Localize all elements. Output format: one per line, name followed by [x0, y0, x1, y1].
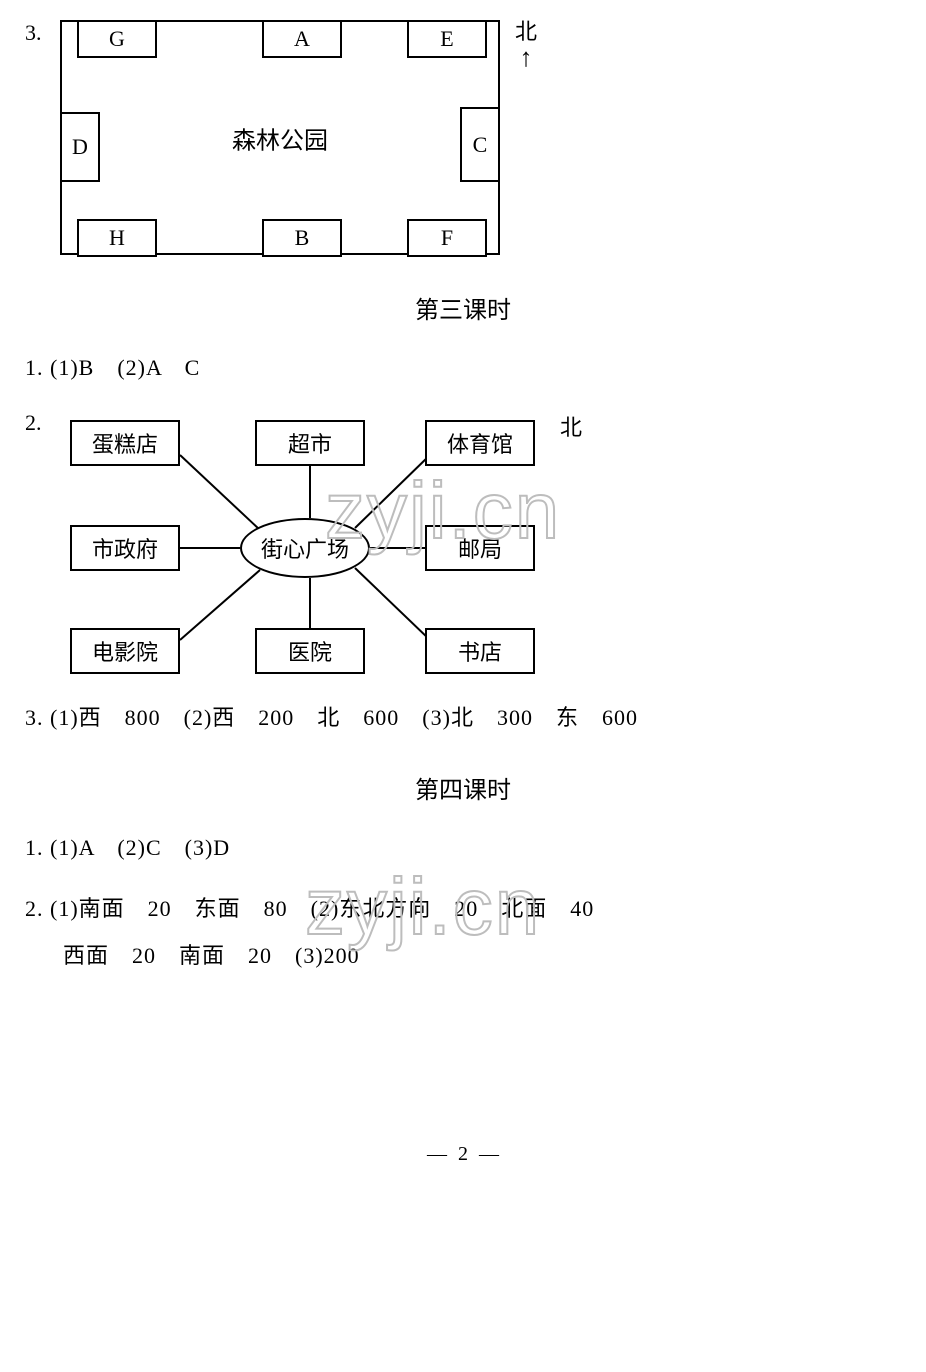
plaza-diagram-wrap: 蛋糕店 超市 体育馆 市政府 街心广场 邮局 电影院 医院 书店 北: [60, 410, 550, 680]
box-g: G: [77, 20, 157, 58]
dash-right: —: [479, 1143, 499, 1165]
question-number: 2.: [25, 896, 44, 921]
north-indicator-1: 北 ↑: [515, 20, 537, 73]
answer-text: (1)B (2)A C: [50, 355, 200, 380]
answer-text: (1)南面 20 东面 80 (2)东北方向 20 北面 40: [50, 896, 594, 921]
question-number: 1.: [25, 355, 44, 380]
page-number: — 2 —: [25, 1143, 901, 1166]
box-h: H: [77, 219, 157, 257]
box-e: E: [407, 20, 487, 58]
north-arrow-icon: ↑: [515, 44, 537, 73]
node-gym: 体育馆: [425, 420, 535, 466]
node-post: 邮局: [425, 525, 535, 571]
answer-text: (1)西 800 (2)西 200 北 600 (3)北 300 东 600: [50, 705, 638, 730]
north-text: 北: [515, 20, 537, 44]
question-3-diagram: 3. G A E D C H B F 森林公园 北 ↑: [25, 20, 901, 255]
lesson4-q2-line2: 西面 20 南面 20 (3)200: [25, 938, 901, 973]
box-a: A: [262, 20, 342, 58]
answer-text: 西面 20 南面 20 (3)200: [63, 943, 360, 968]
lesson-3-title: 第三课时: [25, 290, 901, 325]
node-cinema: 电影院: [70, 628, 180, 674]
dash-left: —: [427, 1143, 447, 1165]
lesson3-q1: 1. (1)B (2)A C: [25, 350, 901, 385]
forest-park-box: G A E D C H B F 森林公园: [60, 20, 500, 255]
lesson-4-title: 第四课时: [25, 770, 901, 805]
plaza-diagram: 蛋糕店 超市 体育馆 市政府 街心广场 邮局 电影院 医院 书店: [60, 410, 550, 680]
node-hospital: 医院: [255, 628, 365, 674]
question-number: 1.: [25, 835, 44, 860]
node-market: 超市: [255, 420, 365, 466]
lesson4-q2-line1: 2. (1)南面 20 东面 80 (2)东北方向 20 北面 40: [25, 891, 901, 926]
lesson4-q1: 1. (1)A (2)C (3)D: [25, 830, 901, 865]
node-gov: 市政府: [70, 525, 180, 571]
lesson4-q2-wrap: 2. (1)南面 20 东面 80 (2)东北方向 20 北面 40 西面 20…: [25, 891, 901, 973]
answer-text: (1)A (2)C (3)D: [50, 835, 230, 860]
question-number: 3.: [25, 20, 55, 46]
node-center: 街心广场: [240, 518, 370, 578]
box-d: D: [60, 112, 100, 182]
question-number: 2.: [25, 410, 55, 436]
forest-center-label: 森林公园: [232, 120, 328, 155]
box-b: B: [262, 219, 342, 257]
node-book: 书店: [425, 628, 535, 674]
forest-diagram-wrap: G A E D C H B F 森林公园 北 ↑: [55, 20, 500, 255]
page-number-value: 2: [458, 1143, 468, 1165]
lesson3-q2-diagram: 2. 蛋糕店 超市 体育馆 市政府 街心广场 邮局 电影院 医院 书店 北: [25, 410, 901, 680]
node-cake: 蛋糕店: [70, 420, 180, 466]
question-number: 3.: [25, 705, 44, 730]
north-indicator-2: 北: [560, 410, 582, 442]
box-c: C: [460, 107, 500, 182]
lesson3-q3: 3. (1)西 800 (2)西 200 北 600 (3)北 300 东 60…: [25, 700, 901, 735]
box-f: F: [407, 219, 487, 257]
